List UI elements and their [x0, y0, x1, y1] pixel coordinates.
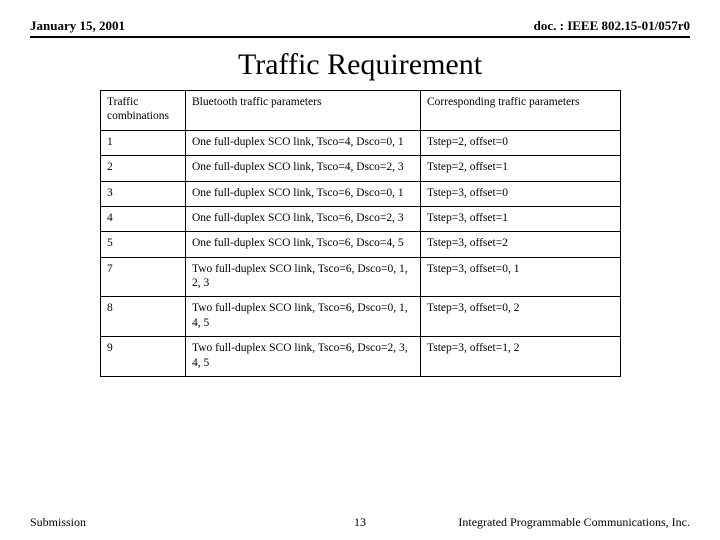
table-cell: One full-duplex SCO link, Tsco=6, Dsco=4…	[186, 232, 421, 257]
table-cell: Tstep=3, offset=1	[421, 206, 621, 231]
requirements-table-wrap: Traffic combinations Bluetooth traffic p…	[100, 90, 620, 377]
table-cell: 2	[101, 156, 186, 181]
col-bluetooth-params: Bluetooth traffic parameters	[186, 91, 421, 131]
table-row: 8Two full-duplex SCO link, Tsco=6, Dsco=…	[101, 297, 621, 337]
table-cell: 1	[101, 130, 186, 155]
table-cell: One full-duplex SCO link, Tsco=4, Dsco=0…	[186, 130, 421, 155]
table-cell: 3	[101, 181, 186, 206]
table-cell: Tstep=3, offset=0, 1	[421, 257, 621, 297]
requirements-table: Traffic combinations Bluetooth traffic p…	[100, 90, 621, 377]
table-cell: Tstep=3, offset=0, 2	[421, 297, 621, 337]
table-cell: Tstep=3, offset=2	[421, 232, 621, 257]
table-cell: Tstep=3, offset=1, 2	[421, 337, 621, 377]
header-date: January 15, 2001	[30, 18, 125, 34]
table-row: 5One full-duplex SCO link, Tsco=6, Dsco=…	[101, 232, 621, 257]
col-traffic-combinations: Traffic combinations	[101, 91, 186, 131]
table-header-row: Traffic combinations Bluetooth traffic p…	[101, 91, 621, 131]
table-cell: One full-duplex SCO link, Tsco=6, Dsco=2…	[186, 206, 421, 231]
table-cell: One full-duplex SCO link, Tsco=4, Dsco=2…	[186, 156, 421, 181]
col-corresponding-params: Corresponding traffic parameters	[421, 91, 621, 131]
table-row: 9Two full-duplex SCO link, Tsco=6, Dsco=…	[101, 337, 621, 377]
table-cell: Two full-duplex SCO link, Tsco=6, Dsco=0…	[186, 297, 421, 337]
table-row: 7Two full-duplex SCO link, Tsco=6, Dsco=…	[101, 257, 621, 297]
table-cell: Tstep=3, offset=0	[421, 181, 621, 206]
page-number: 13	[30, 515, 690, 530]
table-row: 1One full-duplex SCO link, Tsco=4, Dsco=…	[101, 130, 621, 155]
table-row: 3One full-duplex SCO link, Tsco=6, Dsco=…	[101, 181, 621, 206]
table-cell: Tstep=2, offset=1	[421, 156, 621, 181]
table-cell: Two full-duplex SCO link, Tsco=6, Dsco=0…	[186, 257, 421, 297]
table-cell: 7	[101, 257, 186, 297]
table-cell: 9	[101, 337, 186, 377]
table-cell: Tstep=2, offset=0	[421, 130, 621, 155]
header-docref: doc. : IEEE 802.15-01/057r0	[534, 18, 690, 34]
table-cell: 4	[101, 206, 186, 231]
table-body: 1One full-duplex SCO link, Tsco=4, Dsco=…	[101, 130, 621, 376]
slide-page: January 15, 2001 doc. : IEEE 802.15-01/0…	[0, 0, 720, 540]
header-bar: January 15, 2001 doc. : IEEE 802.15-01/0…	[30, 18, 690, 38]
table-cell: One full-duplex SCO link, Tsco=6, Dsco=0…	[186, 181, 421, 206]
table-cell: Two full-duplex SCO link, Tsco=6, Dsco=2…	[186, 337, 421, 377]
table-row: 4One full-duplex SCO link, Tsco=6, Dsco=…	[101, 206, 621, 231]
table-cell: 8	[101, 297, 186, 337]
table-cell: 5	[101, 232, 186, 257]
page-title: Traffic Requirement	[30, 48, 690, 82]
footer-bar: 13 Submission Integrated Programmable Co…	[30, 515, 690, 530]
table-row: 2One full-duplex SCO link, Tsco=4, Dsco=…	[101, 156, 621, 181]
